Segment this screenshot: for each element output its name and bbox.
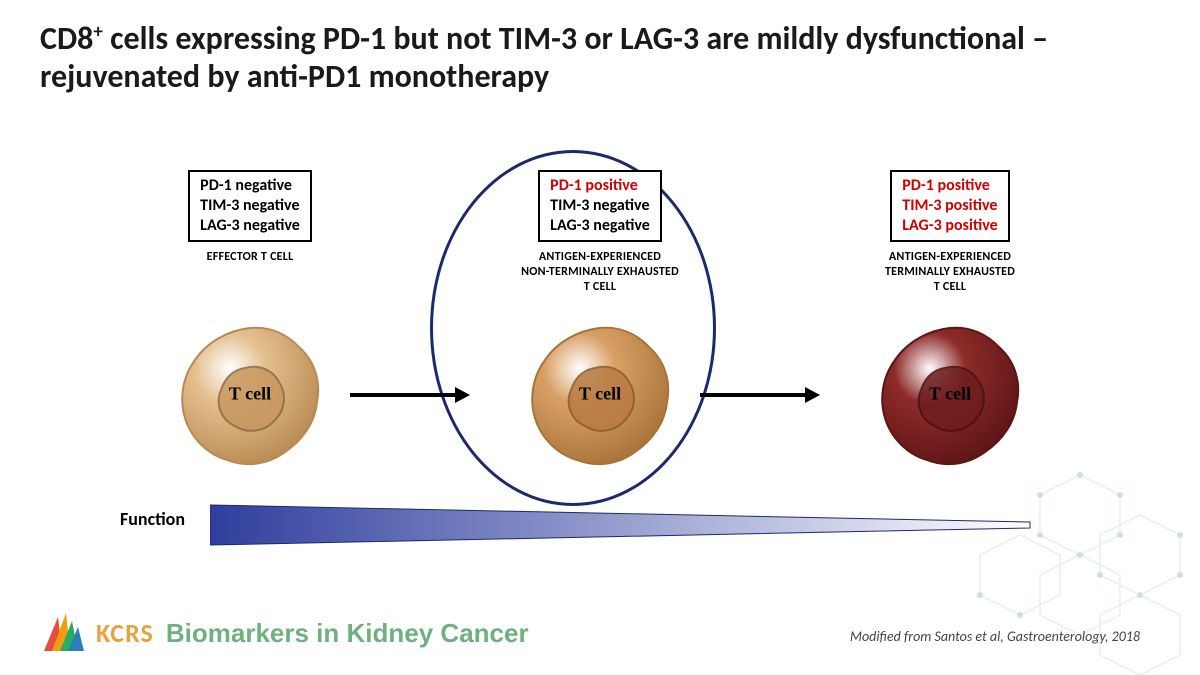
cell-graphic: T cell <box>875 320 1025 470</box>
marker-box: PD-1 positiveTIM-3 negativeLAG-3 negativ… <box>538 170 662 242</box>
marker-line: PD-1 positive <box>550 176 650 196</box>
footer-subtitle: Biomarkers in Kidney Cancer <box>166 618 529 649</box>
cell-label: T cell <box>579 383 621 404</box>
citation: Modified from Santos et al, Gastroentero… <box>850 628 1140 645</box>
kcrs-text: KCRS <box>96 617 154 649</box>
arrow-1 <box>350 385 470 405</box>
function-label: Function <box>120 508 185 530</box>
marker-line: TIM-3 negative <box>200 196 300 216</box>
footer: KCRS Biomarkers in Kidney Cancer <box>40 611 529 655</box>
marker-line: LAG-3 negative <box>550 216 650 236</box>
marker-box: PD-1 negativeTIM-3 negativeLAG-3 negativ… <box>188 170 312 242</box>
marker-line: LAG-3 negative <box>200 216 300 236</box>
cell-graphic: T cell <box>175 320 325 470</box>
kcrs-logo-icon <box>40 611 84 655</box>
marker-box: PD-1 positiveTIM-3 positiveLAG-3 positiv… <box>890 170 1009 242</box>
slide-title: CD8+ cells expressing PD-1 but not TIM-3… <box>40 20 1160 97</box>
column-3: PD-1 positiveTIM-3 positiveLAG-3 positiv… <box>820 170 1080 295</box>
cell-type-label: ANTIGEN-EXPERIENCEDTERMINALLY EXHAUSTEDT… <box>820 250 1080 295</box>
cell-label: T cell <box>229 383 271 404</box>
cell-type-label: EFFECTOR T CELL <box>120 250 380 265</box>
column-2: PD-1 positiveTIM-3 negativeLAG-3 negativ… <box>470 170 730 295</box>
marker-line: TIM-3 positive <box>902 196 997 216</box>
marker-line: TIM-3 negative <box>550 196 650 216</box>
column-1: PD-1 negativeTIM-3 negativeLAG-3 negativ… <box>120 170 380 265</box>
cell-label: T cell <box>929 383 971 404</box>
cell-type-label: ANTIGEN-EXPERIENCEDNON-TERMINALLY EXHAUS… <box>470 250 730 295</box>
cell-graphic: T cell <box>525 320 675 470</box>
slide: CD8+ cells expressing PD-1 but not TIM-3… <box>0 0 1200 675</box>
arrow-2 <box>700 385 820 405</box>
marker-line: LAG-3 positive <box>902 216 997 236</box>
marker-line: PD-1 positive <box>902 176 997 196</box>
marker-line: PD-1 negative <box>200 176 300 196</box>
function-gradient: Function <box>120 500 1080 550</box>
diagram-area: PD-1 negativeTIM-3 negativeLAG-3 negativ… <box>120 170 1080 540</box>
